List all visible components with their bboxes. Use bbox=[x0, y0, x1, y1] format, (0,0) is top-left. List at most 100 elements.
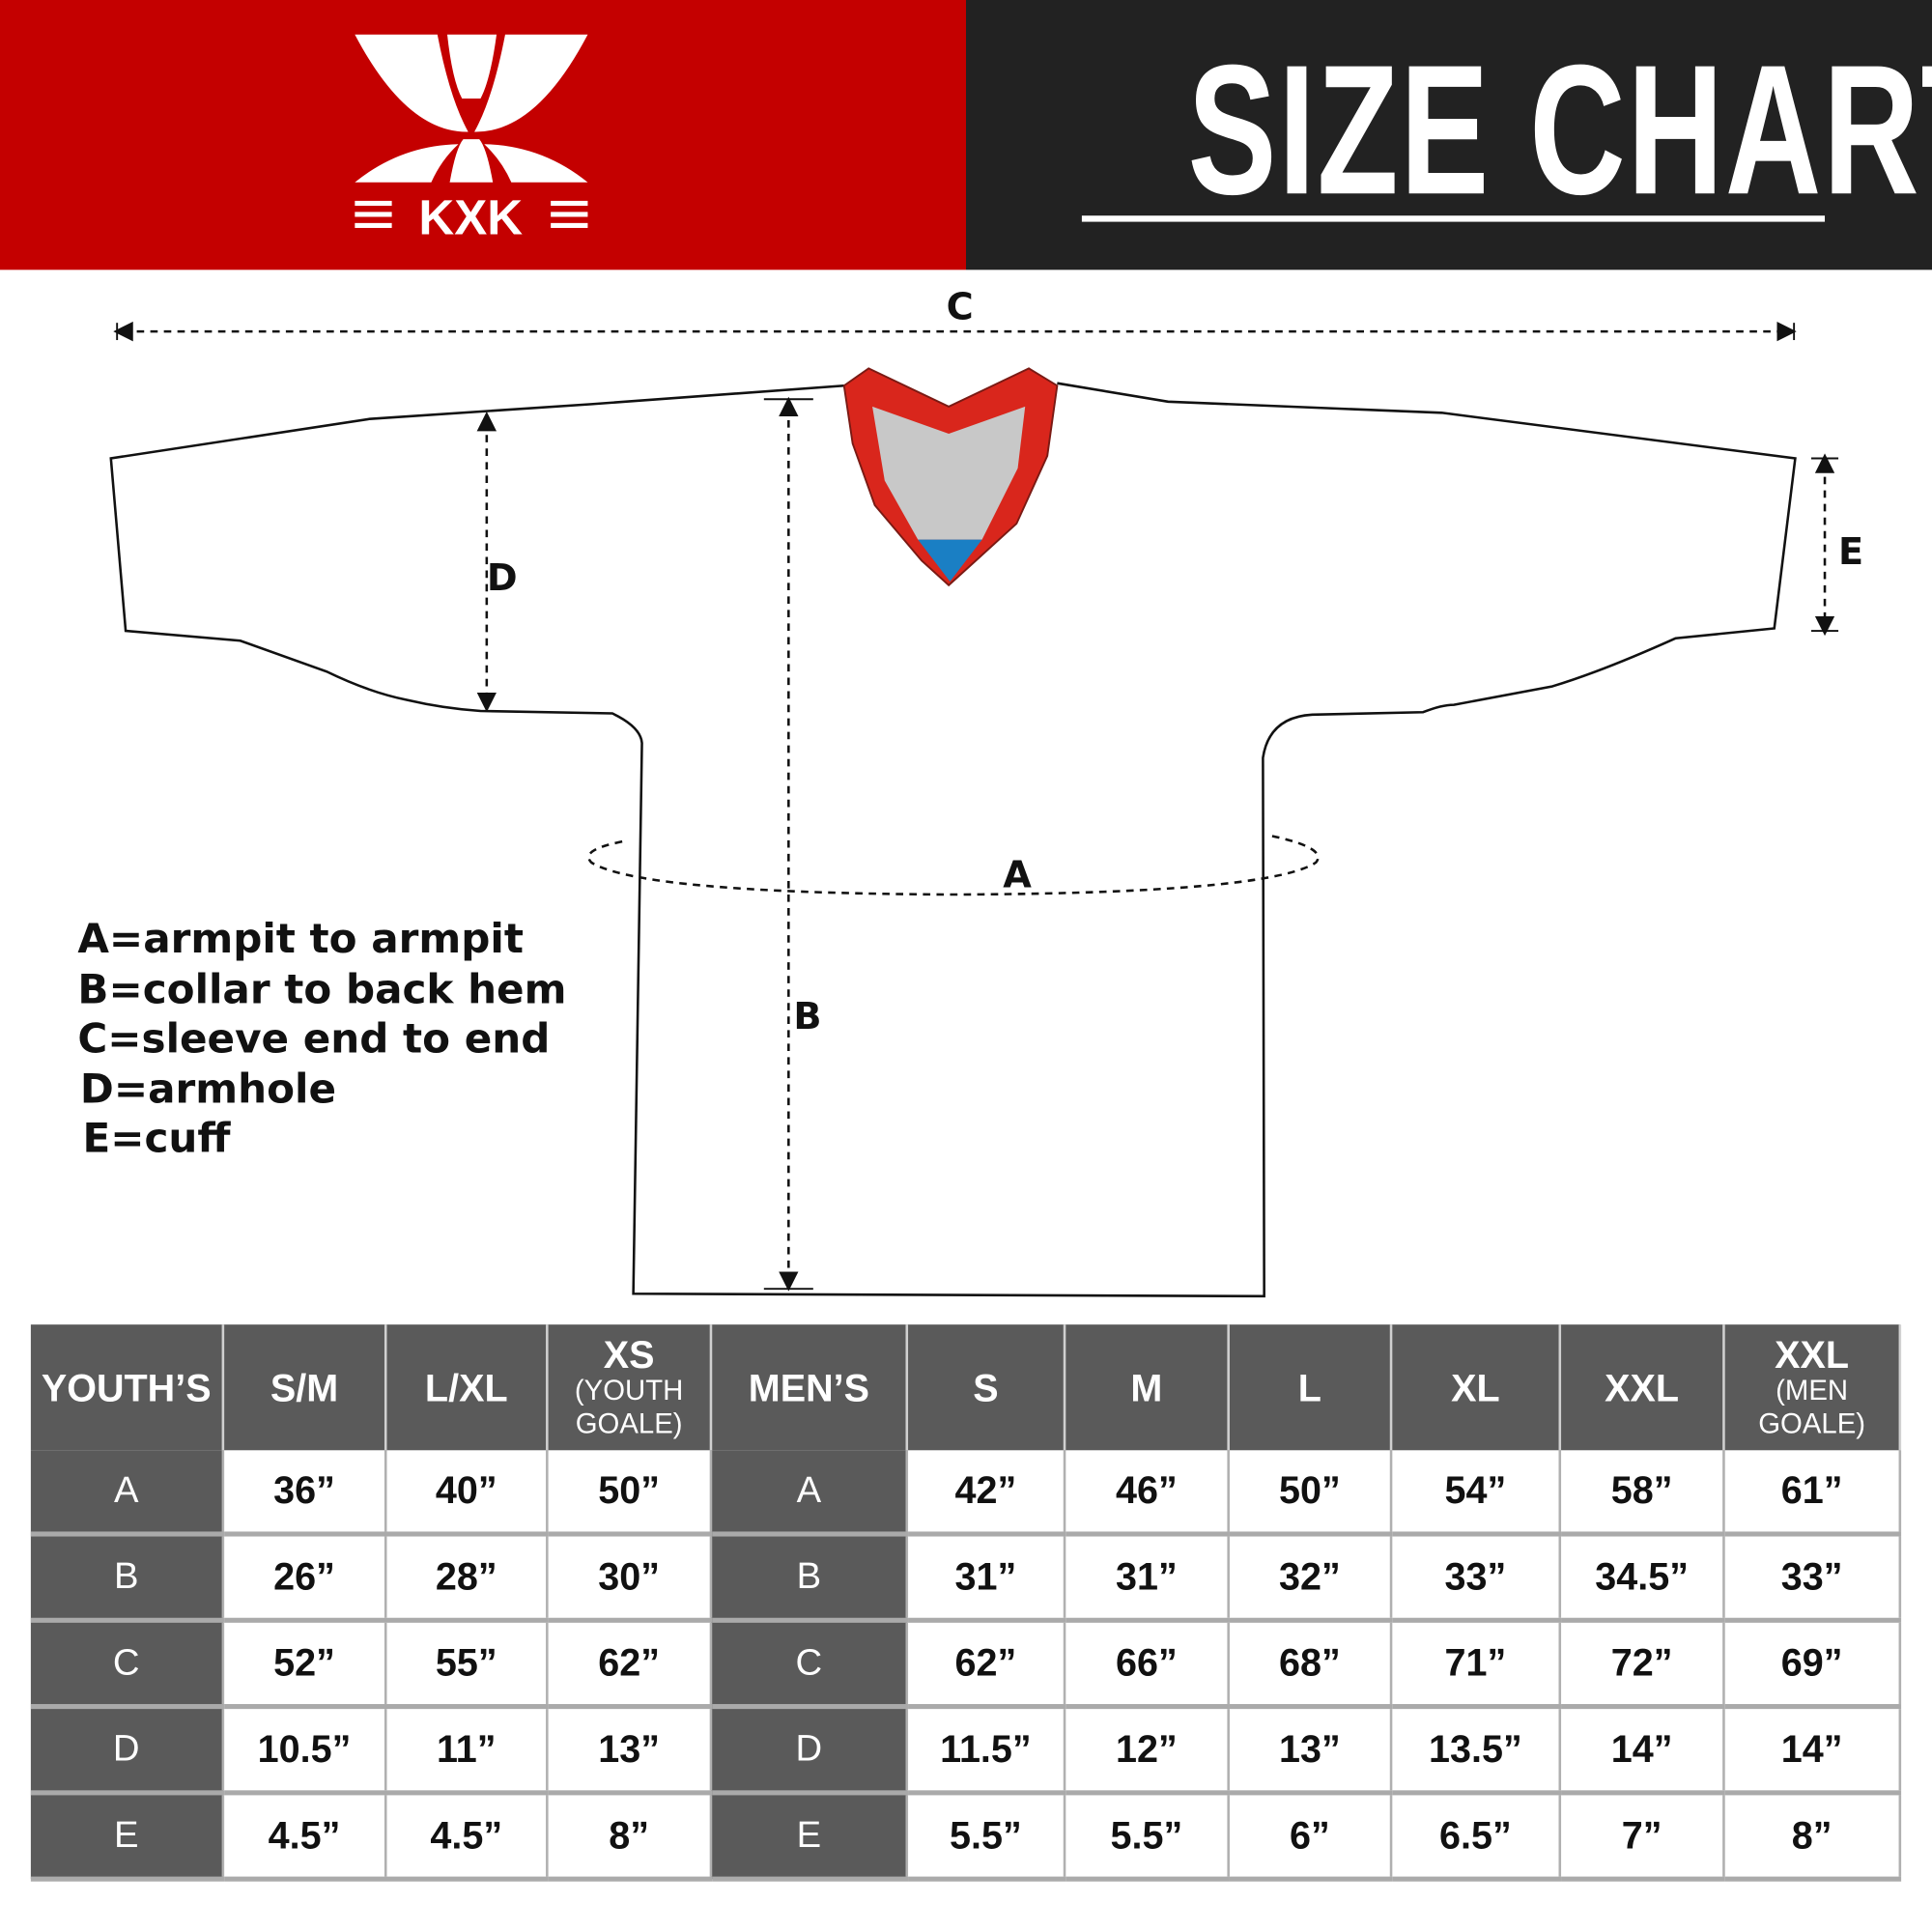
column-header: M bbox=[1065, 1324, 1230, 1451]
row-label: B bbox=[710, 1534, 909, 1623]
table-cell: 42” bbox=[906, 1450, 1066, 1537]
row-label: B bbox=[30, 1534, 225, 1623]
table-cell: 46” bbox=[1065, 1450, 1230, 1537]
kxk-logo: KXK bbox=[355, 34, 588, 244]
legend-item-c: C=sleeve end to end bbox=[77, 1013, 551, 1063]
table-cell: 72” bbox=[1559, 1620, 1725, 1710]
column-header: YOUTH’S bbox=[30, 1324, 225, 1451]
table-cell: 4.5” bbox=[385, 1792, 549, 1882]
collar-tag bbox=[918, 539, 982, 582]
brand-banner: KXK bbox=[0, 0, 966, 270]
label-e: E bbox=[1838, 530, 1863, 574]
table-row: A 36” 40” 50” A 42” 46” 50” 54” 58” 61” bbox=[30, 1450, 1902, 1537]
table-cell: 31” bbox=[1065, 1534, 1230, 1623]
column-header-sublabel: (YOUTH GOALE) bbox=[574, 1373, 684, 1439]
collar-insert bbox=[872, 406, 1026, 540]
table-row: C 52” 55” 62” C 62” 66” 68” 71” 72” 69” bbox=[30, 1620, 1902, 1710]
label-d: D bbox=[487, 556, 518, 600]
table-cell: 40” bbox=[385, 1450, 549, 1537]
table-row: B 26” 28” 30” B 31” 31” 32” 33” 34.5” 33” bbox=[30, 1534, 1902, 1623]
table-cell: 13” bbox=[1228, 1706, 1393, 1796]
table-header-row: YOUTH’S S/M L/XL XS (YOUTH GOALE) MEN’S S M L XL X… bbox=[30, 1324, 1902, 1451]
table-cell: 52” bbox=[222, 1620, 387, 1710]
column-header: L bbox=[1228, 1324, 1393, 1451]
column-header: XL bbox=[1391, 1324, 1562, 1451]
table-cell: 30” bbox=[547, 1534, 713, 1623]
legend-item-e: E=cuff bbox=[82, 1114, 231, 1162]
table-cell: 11.5” bbox=[906, 1706, 1066, 1796]
row-label: E bbox=[30, 1792, 225, 1882]
table-cell: 54” bbox=[1391, 1450, 1562, 1537]
table-cell: 6.5” bbox=[1391, 1792, 1562, 1882]
table-cell: 26” bbox=[222, 1534, 387, 1623]
brand-name: KXK bbox=[418, 189, 523, 244]
row-label: C bbox=[710, 1620, 909, 1710]
column-header: MEN’S bbox=[710, 1324, 909, 1451]
label-c: C bbox=[947, 285, 974, 328]
table-cell: 62” bbox=[547, 1620, 713, 1710]
table-cell: 50” bbox=[547, 1450, 713, 1537]
table-cell: 34.5” bbox=[1559, 1534, 1725, 1623]
row-label: E bbox=[710, 1792, 909, 1882]
table-cell: 5.5” bbox=[906, 1792, 1066, 1882]
table-cell: 66” bbox=[1065, 1620, 1230, 1710]
column-header-label: XS bbox=[603, 1332, 655, 1377]
column-header-label: L bbox=[1297, 1365, 1321, 1409]
column-header: S bbox=[906, 1324, 1066, 1451]
column-header: S/M bbox=[222, 1324, 387, 1451]
table-row: D 10.5” 11” 13” D 11.5” 12” 13” 13.5” 14” 14” bbox=[30, 1706, 1902, 1796]
column-header-label: XL bbox=[1451, 1365, 1500, 1409]
legend-item-b: B=collar to back hem bbox=[77, 964, 567, 1012]
column-header-label: YOUTH’S bbox=[41, 1365, 212, 1409]
column-header-label: MEN’S bbox=[748, 1365, 869, 1409]
column-header-label: XXL bbox=[1775, 1332, 1850, 1377]
title-banner bbox=[965, 0, 1932, 270]
jersey-diagram: C D B E A bbox=[109, 285, 1863, 1298]
table-cell: 32” bbox=[1228, 1534, 1393, 1623]
table-cell: 68” bbox=[1228, 1620, 1393, 1710]
row-label: D bbox=[710, 1706, 909, 1796]
column-header-label: S bbox=[973, 1365, 999, 1409]
row-label: D bbox=[30, 1706, 225, 1796]
table-cell: 71” bbox=[1391, 1620, 1562, 1710]
column-header-sublabel: (MEN GOALE) bbox=[1758, 1373, 1866, 1439]
table-cell: 14” bbox=[1723, 1706, 1902, 1796]
row-label: A bbox=[710, 1450, 909, 1537]
title-underline bbox=[1081, 215, 1826, 222]
table-cell: 33” bbox=[1391, 1534, 1562, 1623]
table-cell: 69” bbox=[1723, 1620, 1902, 1710]
size-table: YOUTH’S S/M L/XL XS (YOUTH GOALE) MEN’S S M L XL X… bbox=[30, 1324, 1902, 1882]
table-cell: 5.5” bbox=[1065, 1792, 1230, 1882]
jersey-outline bbox=[109, 382, 1797, 1298]
table-cell: 4.5” bbox=[222, 1792, 387, 1882]
label-a: A bbox=[1003, 853, 1032, 896]
table-cell: 50” bbox=[1228, 1450, 1393, 1537]
table-cell: 13” bbox=[547, 1706, 713, 1796]
table-cell: 12” bbox=[1065, 1706, 1230, 1796]
table-cell: 8” bbox=[547, 1792, 713, 1882]
table-cell: 8” bbox=[1723, 1792, 1902, 1882]
legend-item-d: D=armhole bbox=[79, 1064, 337, 1113]
column-header: XXL bbox=[1559, 1324, 1725, 1451]
table-cell: 62” bbox=[906, 1620, 1066, 1710]
column-header-label: M bbox=[1130, 1365, 1163, 1409]
row-label: A bbox=[30, 1450, 225, 1537]
column-header-label: XXL bbox=[1605, 1365, 1680, 1409]
table-cell: 11” bbox=[385, 1706, 549, 1796]
table-cell: 31” bbox=[906, 1534, 1066, 1623]
table-cell: 14” bbox=[1559, 1706, 1725, 1796]
table-cell: 13.5” bbox=[1391, 1706, 1562, 1796]
column-header-label: S/M bbox=[270, 1365, 339, 1409]
table-cell: 36” bbox=[222, 1450, 387, 1537]
label-b: B bbox=[793, 995, 821, 1038]
dimension-a-line bbox=[587, 834, 1320, 896]
table-row: E 4.5” 4.5” 8” E 5.5” 5.5” 6” 6.5” 7” 8” bbox=[30, 1792, 1902, 1882]
table-cell: 58” bbox=[1559, 1450, 1725, 1537]
table-cell: 33” bbox=[1723, 1534, 1902, 1623]
column-header: XS (YOUTH GOALE) bbox=[547, 1324, 713, 1451]
legend-item-a: A=armpit to armpit bbox=[77, 914, 524, 963]
table-cell: 61” bbox=[1723, 1450, 1902, 1537]
table-cell: 55” bbox=[385, 1620, 549, 1710]
measurement-legend: A=armpit to armpit B=collar to back hem … bbox=[77, 914, 566, 1163]
